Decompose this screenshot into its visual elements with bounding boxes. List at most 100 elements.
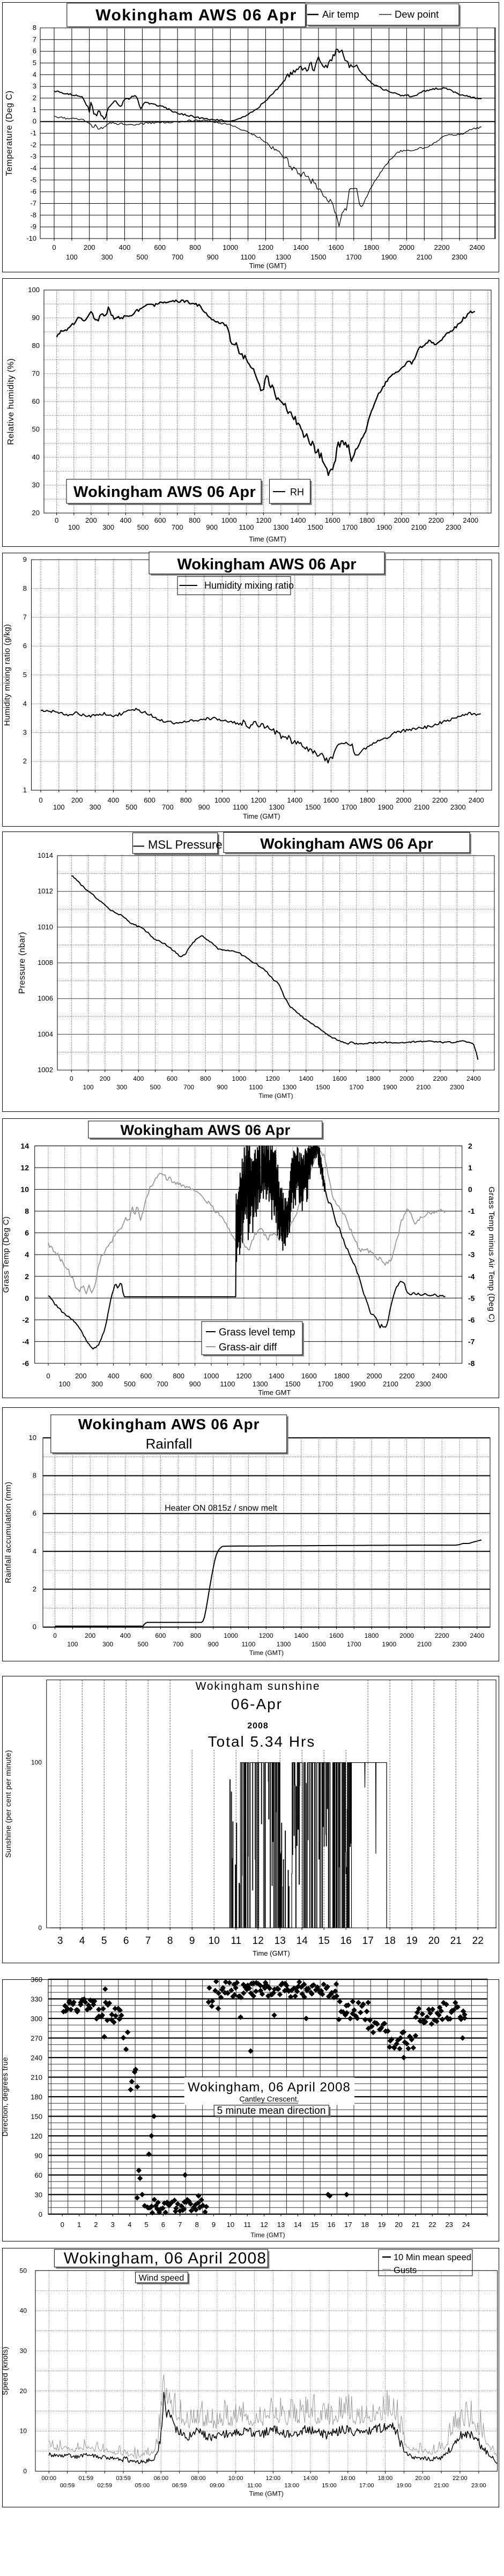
svg-text:14: 14 (20, 1141, 29, 1150)
svg-text:2200: 2200 (435, 1632, 449, 1639)
svg-text:1600: 1600 (323, 796, 339, 804)
svg-text:09:00: 09:00 (210, 2483, 225, 2489)
svg-text:1400: 1400 (269, 1372, 284, 1380)
svg-text:19:00: 19:00 (397, 2483, 412, 2489)
svg-text:10: 10 (20, 2427, 27, 2435)
svg-text:1006: 1006 (38, 994, 53, 1003)
svg-text:2200: 2200 (432, 796, 448, 804)
svg-text:12:00: 12:00 (266, 2475, 281, 2482)
svg-text:0: 0 (23, 2468, 27, 2475)
svg-text:Pressure (nbar): Pressure (nbar) (18, 932, 27, 994)
svg-text:100: 100 (53, 803, 65, 811)
svg-text:30: 30 (32, 481, 40, 489)
svg-text:Time (GMT): Time (GMT) (249, 1649, 284, 1657)
svg-text:40: 40 (32, 453, 40, 461)
svg-text:60: 60 (32, 397, 40, 405)
svg-text:20: 20 (20, 2387, 27, 2395)
svg-text:10: 10 (20, 1185, 29, 1194)
svg-text:50: 50 (32, 425, 40, 433)
svg-text:-1: -1 (30, 129, 36, 137)
svg-text:-3: -3 (468, 1250, 475, 1259)
svg-text:100: 100 (67, 1640, 78, 1648)
svg-text:1: 1 (33, 106, 36, 114)
svg-text:1900: 1900 (382, 1640, 396, 1648)
svg-text:24: 24 (462, 2221, 470, 2229)
svg-text:01:59: 01:59 (79, 2475, 94, 2482)
svg-text:2000: 2000 (396, 796, 411, 804)
svg-text:1500: 1500 (312, 1640, 326, 1648)
svg-text:10: 10 (227, 2221, 234, 2229)
svg-text:1000: 1000 (204, 1372, 219, 1380)
svg-text:200: 200 (85, 516, 97, 524)
svg-text:-10: -10 (26, 234, 36, 242)
svg-text:1800: 1800 (334, 1372, 350, 1380)
svg-text:-7: -7 (468, 1337, 475, 1346)
svg-text:1800: 1800 (366, 1075, 381, 1082)
svg-text:800: 800 (173, 1372, 184, 1380)
svg-text:7: 7 (23, 613, 27, 621)
svg-text:100: 100 (31, 1759, 42, 1766)
svg-text:6: 6 (123, 1935, 129, 1947)
svg-text:10: 10 (29, 1434, 36, 1442)
svg-text:0: 0 (38, 1924, 42, 1932)
svg-text:Grass Temp (Deg C): Grass Temp (Deg C) (2, 1216, 11, 1293)
svg-text:15: 15 (318, 1935, 330, 1947)
svg-text:Time (GMT): Time (GMT) (253, 1949, 290, 1957)
svg-text:Gusts: Gusts (394, 2266, 417, 2275)
svg-text:1200: 1200 (265, 1075, 280, 1082)
svg-text:2100: 2100 (417, 1640, 432, 1648)
svg-text:1300: 1300 (269, 803, 284, 811)
svg-text:5: 5 (23, 671, 27, 679)
svg-text:Rainfall: Rainfall (146, 1436, 192, 1452)
svg-text:11:00: 11:00 (247, 2483, 262, 2489)
svg-text:900: 900 (206, 523, 218, 531)
svg-text:3: 3 (23, 729, 27, 737)
svg-text:300: 300 (31, 2015, 42, 2023)
svg-text:06-Apr: 06-Apr (231, 1696, 283, 1712)
svg-text:500: 500 (125, 803, 137, 811)
svg-text:0: 0 (70, 1075, 73, 1082)
svg-text:Sunshine (per cent per minute): Sunshine (per cent per minute) (4, 1750, 12, 1858)
svg-text:17: 17 (344, 2221, 352, 2229)
svg-text:18: 18 (384, 1935, 396, 1947)
svg-text:400: 400 (108, 1372, 120, 1380)
svg-text:1200: 1200 (251, 796, 266, 804)
svg-text:800: 800 (200, 1075, 211, 1082)
svg-text:2: 2 (23, 757, 27, 765)
svg-text:08:00: 08:00 (191, 2475, 206, 2482)
svg-text:100: 100 (68, 523, 80, 531)
svg-text:13: 13 (277, 2221, 285, 2229)
svg-text:2200: 2200 (428, 516, 444, 524)
svg-text:500: 500 (137, 523, 149, 531)
svg-text:Time (GMT): Time (GMT) (250, 2231, 285, 2239)
svg-text:12: 12 (20, 1163, 29, 1172)
svg-text:Wokingham AWS 06 Apr: Wokingham AWS 06 Apr (73, 484, 256, 501)
svg-text:1900: 1900 (350, 1380, 366, 1388)
svg-text:900: 900 (198, 803, 210, 811)
svg-text:4: 4 (25, 1250, 29, 1259)
svg-text:300: 300 (90, 803, 101, 811)
svg-text:-5: -5 (30, 176, 36, 184)
svg-text:1300: 1300 (253, 1380, 268, 1388)
svg-text:900: 900 (208, 1640, 219, 1648)
svg-text:2400: 2400 (432, 1372, 447, 1380)
svg-text:1700: 1700 (346, 253, 361, 261)
svg-text:900: 900 (217, 1083, 228, 1091)
svg-text:3: 3 (57, 1935, 63, 1947)
svg-text:Grass level temp: Grass level temp (219, 1327, 295, 1338)
svg-text:1300: 1300 (277, 1640, 291, 1648)
svg-text:1800: 1800 (364, 243, 379, 251)
svg-text:Grass-air diff: Grass-air diff (219, 1342, 277, 1353)
svg-text:Humidity mixing ratio (g/kg): Humidity mixing ratio (g/kg) (3, 624, 12, 726)
svg-text:-2: -2 (23, 1316, 29, 1324)
svg-text:1900: 1900 (378, 803, 394, 811)
svg-text:Speed (knots): Speed (knots) (1, 2347, 9, 2395)
svg-text:4: 4 (79, 1935, 85, 1947)
svg-text:1014: 1014 (38, 851, 53, 859)
svg-text:Wokingham, 06 April 2008: Wokingham, 06 April 2008 (188, 2080, 351, 2095)
svg-text:Grass Temp minus Air Temp (Deg: Grass Temp minus Air Temp (Deg C) (487, 1186, 496, 1323)
svg-text:1200: 1200 (258, 243, 273, 251)
svg-text:2100: 2100 (411, 523, 427, 531)
svg-text:0: 0 (52, 243, 56, 251)
svg-text:13:00: 13:00 (284, 2483, 299, 2489)
